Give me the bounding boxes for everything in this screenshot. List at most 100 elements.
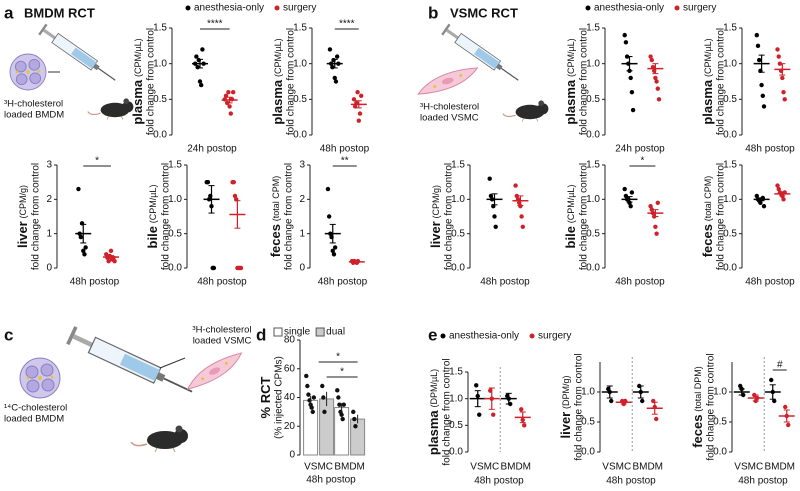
- data-point: [783, 404, 788, 410]
- y-label: feces (total CPM): [268, 176, 283, 258]
- y-tick-label: 0.0: [451, 263, 465, 274]
- x-label: 48h postop: [474, 476, 524, 487]
- data-point: [655, 86, 660, 91]
- y-label-main: bile: [145, 226, 160, 248]
- y-label-sub: fold change from control: [442, 358, 453, 465]
- data-point: [655, 200, 660, 205]
- data-point: [231, 90, 236, 95]
- data-point: [629, 90, 635, 95]
- data-point: [781, 197, 786, 202]
- panel-title: BMDM RCT: [24, 5, 95, 20]
- y-tick-label: 0.0: [586, 263, 600, 274]
- data-point: [782, 97, 787, 102]
- y-tick-label: 60: [284, 363, 296, 374]
- y-label-unit: (CPM/µL): [273, 38, 283, 77]
- data-point: [76, 186, 81, 192]
- x-label: 24h postop: [615, 144, 665, 155]
- significance-label: *: [336, 352, 340, 363]
- y-tick-label: 80: [284, 335, 296, 346]
- data-point: [332, 75, 337, 81]
- x-label: 48h postop: [745, 144, 795, 155]
- illustration-a: [9, 22, 134, 121]
- data-point: [487, 176, 492, 181]
- data-point: [227, 104, 232, 109]
- data-point: [327, 47, 333, 52]
- data-point: [200, 47, 205, 52]
- y-tick-label: 0.0: [581, 447, 595, 458]
- data-point: [755, 43, 761, 49]
- panel-letter: c: [4, 325, 13, 344]
- y-tick-label: 1.0: [723, 194, 737, 205]
- data-point: [331, 252, 337, 257]
- y-tick-label: 1: [299, 228, 305, 239]
- y-tick-label: 0: [46, 263, 52, 274]
- data-point: [776, 54, 781, 59]
- data-point: [628, 204, 633, 209]
- data-point: [775, 47, 780, 52]
- data-point: [340, 416, 345, 422]
- data-point: [356, 118, 361, 123]
- x-label: 48h postop: [615, 277, 665, 288]
- data-point: [81, 248, 86, 254]
- y-tick-label: 0: [299, 263, 305, 274]
- panel-title: VSMC RCT: [450, 5, 518, 20]
- y-tick-label: 0.5: [153, 94, 167, 105]
- data-point: [493, 224, 498, 229]
- y-label: plasma (CPM/µL): [700, 38, 715, 124]
- y-label-main: liver: [15, 221, 30, 248]
- data-point: [649, 207, 654, 212]
- data-point: [336, 395, 341, 400]
- y-tick-label: 0.5: [586, 94, 600, 105]
- y-label: plasma (CPM/µL): [270, 38, 285, 124]
- y-label: bile (CPM/µL): [145, 185, 160, 249]
- data-point: [761, 204, 767, 209]
- y-label-sub: fold change from control: [579, 28, 590, 135]
- x-label: 48h postop: [480, 277, 530, 288]
- y-tick-label: 1.0: [581, 387, 595, 398]
- y-tick-label: 1.0: [168, 194, 182, 205]
- data-point: [622, 186, 627, 192]
- data-point: [332, 245, 338, 250]
- y-tick-label: 1.5: [153, 23, 167, 34]
- y-label-sub: fold change from control: [286, 28, 297, 135]
- y-label-unit: (CPM/µL): [148, 185, 158, 224]
- y-tick-label: 1.0: [293, 58, 307, 69]
- data-point: [648, 54, 653, 59]
- significance-label: ****: [207, 19, 223, 30]
- y-tick-label: 0.0: [723, 130, 737, 141]
- legend-swatch: [273, 327, 283, 337]
- bar: [319, 398, 335, 456]
- y-tick-label: 0.0: [586, 130, 600, 141]
- illustration-label: loaded BMDM: [4, 414, 64, 425]
- data-point: [238, 265, 244, 271]
- data-point: [108, 248, 114, 254]
- y-label-main: plasma: [270, 79, 285, 125]
- y-label-sub: (% injected CPMs): [274, 356, 285, 439]
- data-point: [322, 409, 327, 415]
- y-label-main: liver: [558, 412, 573, 439]
- data-point: [492, 214, 497, 219]
- y-tick-label: 1.0: [449, 393, 463, 404]
- y-tick-label: 1.0: [586, 194, 600, 205]
- legend-swatch: [315, 327, 325, 337]
- data-point: [519, 407, 524, 412]
- data-point: [653, 224, 658, 229]
- data-point: [776, 186, 781, 192]
- data-point: [654, 231, 659, 236]
- y-label-main: % RCT: [258, 376, 273, 418]
- x-tick-label: VSMC: [304, 462, 333, 473]
- panel-letter: b: [428, 3, 438, 22]
- x-label: 48h postop: [197, 277, 247, 288]
- data-point: [474, 383, 479, 388]
- y-tick-label: 0.0: [168, 263, 182, 274]
- illustration-label: loaded BMDM: [4, 110, 64, 121]
- y-label-main: feces: [690, 415, 705, 448]
- y-tick-label: 0.0: [449, 447, 463, 458]
- data-point: [477, 412, 482, 417]
- data-point: [104, 252, 109, 257]
- y-label: plasma (CPM/µL): [130, 38, 145, 124]
- significance-label: *: [640, 156, 644, 167]
- legend-marker: [585, 5, 591, 11]
- y-tick-label: 40: [284, 392, 296, 403]
- legend-marker: [529, 333, 535, 339]
